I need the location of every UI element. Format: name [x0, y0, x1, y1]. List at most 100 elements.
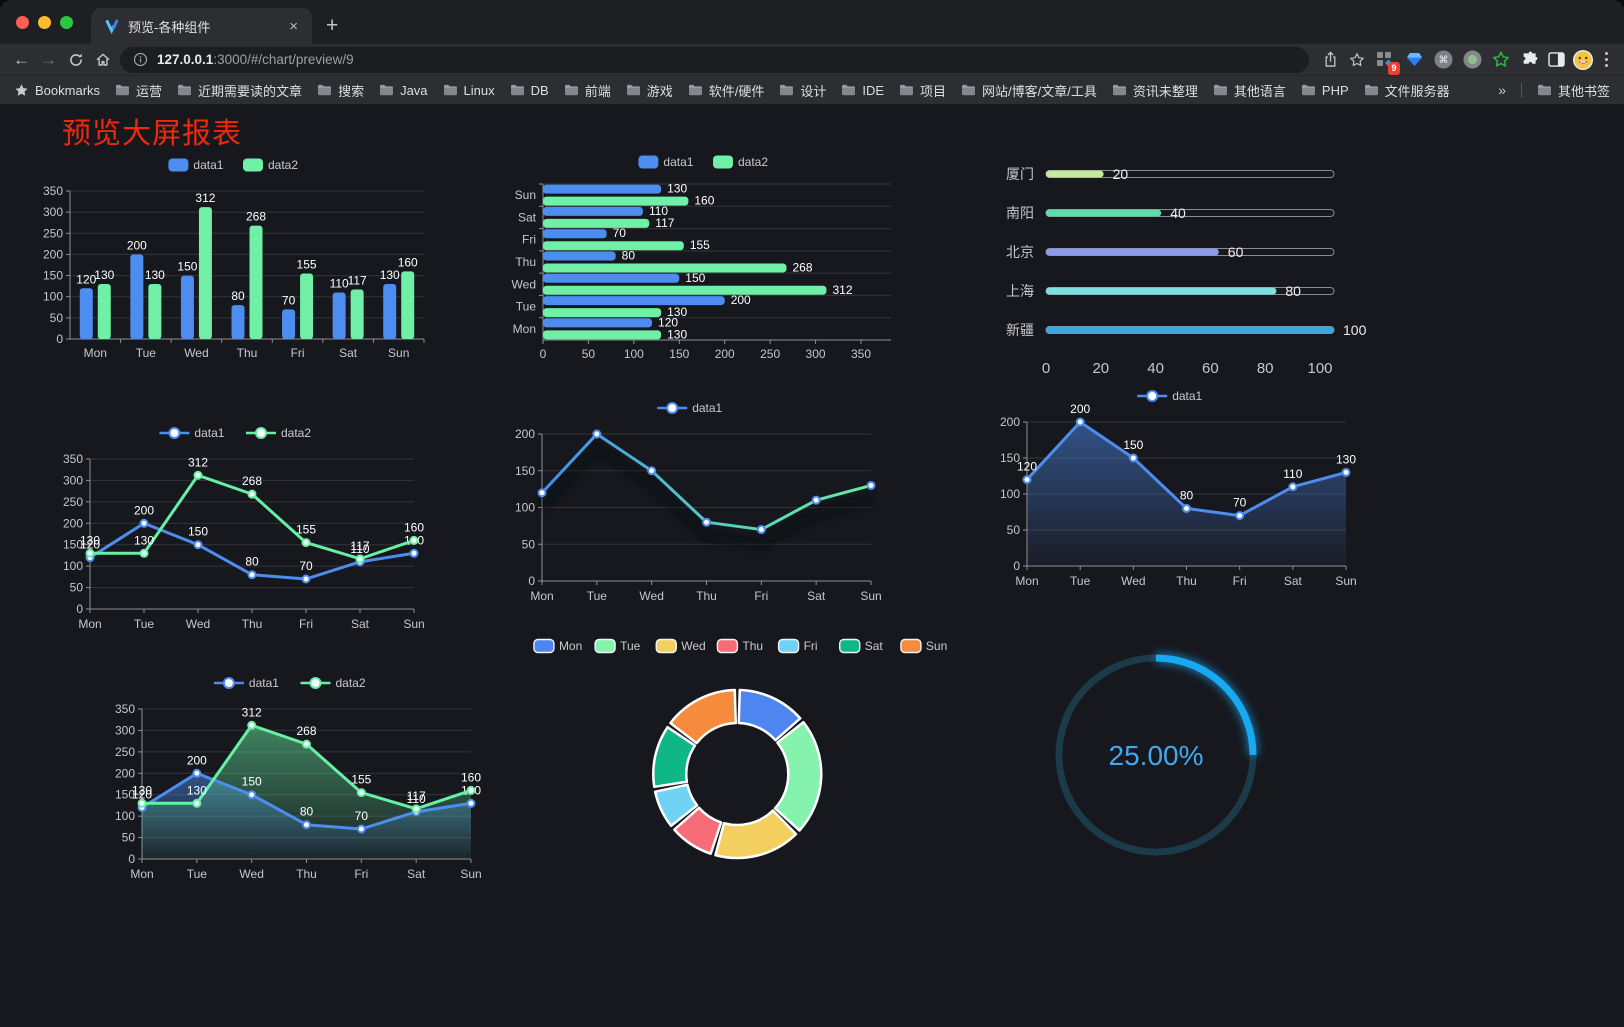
browser-menu-button[interactable]	[1597, 51, 1617, 68]
svg-text:Sun: Sun	[860, 589, 881, 603]
bookmark-item[interactable]: Java	[379, 83, 428, 98]
chart-line-area-two[interactable]: 0 50 100 150 200 250 300 350 Mon Tue Wed Thu Fri Sat S…	[100, 669, 485, 887]
bookmark-label: 运营	[136, 83, 163, 99]
svg-text:70: 70	[355, 809, 369, 823]
svg-text:150: 150	[669, 347, 689, 361]
bookmarks-label: Bookmarks	[35, 82, 101, 98]
svg-text:data1: data1	[193, 158, 223, 172]
command-icon: ⌘	[1434, 50, 1452, 69]
extension-evernote-button[interactable]	[1487, 47, 1516, 73]
bookmark-item[interactable]: 其他语言	[1213, 81, 1286, 100]
bookmarks-manager[interactable]: Bookmarks	[14, 83, 100, 98]
bookmark-item[interactable]: 软件/硬件	[688, 81, 764, 100]
close-window-button[interactable]	[16, 15, 29, 29]
svg-text:Sun: Sun	[403, 617, 424, 631]
bookmark-item[interactable]: IDE	[841, 83, 884, 98]
extension-shortcuts-button[interactable]: ⌘	[1429, 47, 1458, 73]
share-button[interactable]	[1317, 47, 1344, 73]
svg-text:130: 130	[667, 182, 687, 196]
chart-line-gradient[interactable]: 0 50 100 150 200 Mon Tue Wed Thu Fri Sat Sun data1	[500, 394, 885, 609]
tab-strip: 预览-各种组件 × +	[0, 0, 1624, 44]
folder-icon	[842, 84, 856, 96]
bookmark-label: 项目	[920, 83, 947, 99]
svg-text:40: 40	[1170, 205, 1186, 221]
bookmarks-star-icon	[15, 83, 28, 96]
bookmark-item[interactable]: 设计	[779, 81, 826, 100]
forward-button[interactable]: →	[40, 49, 57, 69]
svg-text:上海: 上海	[1006, 283, 1034, 299]
chart-line-area[interactable]: 0 50 100 150 200 Mon Tue Wed Thu Fri Sat Sun 120 200 1…	[985, 382, 1360, 594]
chart-pie-donut[interactable]: Mon Tue Wed Thu Fri Sat Sun	[533, 632, 947, 877]
bookmark-item[interactable]: 搜索	[317, 81, 364, 100]
svg-text:data1: data1	[194, 426, 224, 440]
extension-badge: 9	[1388, 61, 1400, 75]
svg-text:80: 80	[1180, 488, 1194, 502]
url-path: :3000/#/chart/preview/9	[213, 52, 354, 67]
svg-text:0: 0	[540, 347, 547, 361]
svg-text:data1: data1	[663, 155, 693, 169]
side-panel-button[interactable]	[1543, 47, 1570, 73]
svg-text:Fri: Fri	[754, 589, 768, 603]
bookmark-item[interactable]: Linux	[443, 83, 495, 98]
svg-text:150: 150	[515, 464, 535, 478]
folder-icon	[962, 84, 976, 96]
page-title: 预览大屏报表	[62, 118, 243, 150]
bookmark-star-button[interactable]	[1344, 47, 1371, 73]
bookmark-item[interactable]: 网站/博客/文章/工具	[961, 81, 1097, 100]
svg-text:117: 117	[348, 274, 367, 288]
extensions-menu-button[interactable]	[1516, 47, 1543, 73]
chart-bar-horizontal[interactable]: 0 50 100 150 200 250 300 350 Sun 130 160 Sat 110 117 F…	[505, 148, 905, 366]
svg-text:155: 155	[297, 257, 317, 271]
bookmarks-overflow-chevron[interactable]: »	[1498, 82, 1506, 98]
svg-text:300: 300	[63, 473, 83, 487]
browser-tab[interactable]: 预览-各种组件 ×	[91, 8, 312, 44]
svg-text:Sat: Sat	[407, 867, 426, 881]
other-bookmarks-folder[interactable]: 其他书签	[1537, 81, 1610, 100]
browser-toolbar: ← → 127.0.0.1:3000/#/chart/preview/9	[0, 44, 1624, 75]
home-button[interactable]	[89, 47, 116, 73]
chart-bar-vertical[interactable]: 0 50 100 150 200 250 300 350 Mon Tue Wed Thu Fri Sat S…	[40, 151, 430, 366]
svg-text:Fri: Fri	[354, 867, 368, 881]
svg-text:150: 150	[43, 269, 63, 283]
svg-text:70: 70	[299, 559, 313, 573]
bookmark-label: 设计	[800, 83, 827, 99]
zoom-window-button[interactable]	[60, 15, 73, 29]
bookmark-item[interactable]: DB	[510, 83, 549, 98]
bookmark-item[interactable]: 前端	[564, 81, 611, 100]
bookmark-item[interactable]: 资讯未整理	[1112, 81, 1198, 100]
svg-text:Sun: Sun	[926, 639, 947, 653]
chart-gauge-ring[interactable]: 25.00%	[1050, 649, 1262, 861]
svg-text:Wed: Wed	[186, 617, 210, 631]
extension-gem-button[interactable]	[1400, 47, 1429, 73]
profile-avatar[interactable]	[1570, 47, 1597, 73]
svg-text:Mon: Mon	[78, 617, 101, 631]
bookmark-item[interactable]: 近期需要读的文章	[177, 81, 302, 100]
svg-text:data1: data1	[1172, 389, 1202, 403]
bookmark-item[interactable]: 运营	[115, 81, 162, 100]
svg-text:200: 200	[715, 347, 735, 361]
green-star-icon	[1493, 51, 1509, 67]
back-button[interactable]: ←	[13, 49, 30, 69]
minimize-window-button[interactable]	[38, 15, 51, 29]
svg-text:50: 50	[582, 347, 596, 361]
bookmark-label: DB	[530, 82, 549, 98]
extension-recorder-button[interactable]	[1458, 47, 1487, 73]
svg-text:Sat: Sat	[865, 639, 884, 653]
chart-progress-bars[interactable]: 厦门 20 南阳 40 北京 60 上海 80 新疆 100 0 20 40 60 80 100	[988, 151, 1367, 391]
bookmark-item[interactable]: 文件服务器	[1364, 81, 1450, 100]
url-bar[interactable]: 127.0.0.1:3000/#/chart/preview/9	[120, 46, 1309, 73]
site-info-icon[interactable]	[133, 52, 148, 67]
bookmark-item[interactable]: PHP	[1301, 83, 1349, 98]
svg-text:300: 300	[43, 205, 63, 219]
bookmark-item[interactable]: 游戏	[626, 81, 673, 100]
svg-text:350: 350	[851, 347, 871, 361]
new-tab-button[interactable]: +	[326, 14, 339, 37]
reload-button[interactable]	[62, 47, 89, 73]
extension-tampermonkey-button[interactable]: 9	[1371, 47, 1400, 75]
tab-close-icon[interactable]: ×	[289, 17, 298, 35]
chart-line-two-series[interactable]: 0 50 100 150 200 250 300 350 Mon Tue Wed Thu Fri Sat S…	[48, 419, 428, 637]
bookmark-item[interactable]: 项目	[899, 81, 946, 100]
folder-icon	[1213, 84, 1227, 96]
svg-text:110: 110	[350, 542, 369, 556]
tab-title: 预览-各种组件	[128, 19, 211, 35]
